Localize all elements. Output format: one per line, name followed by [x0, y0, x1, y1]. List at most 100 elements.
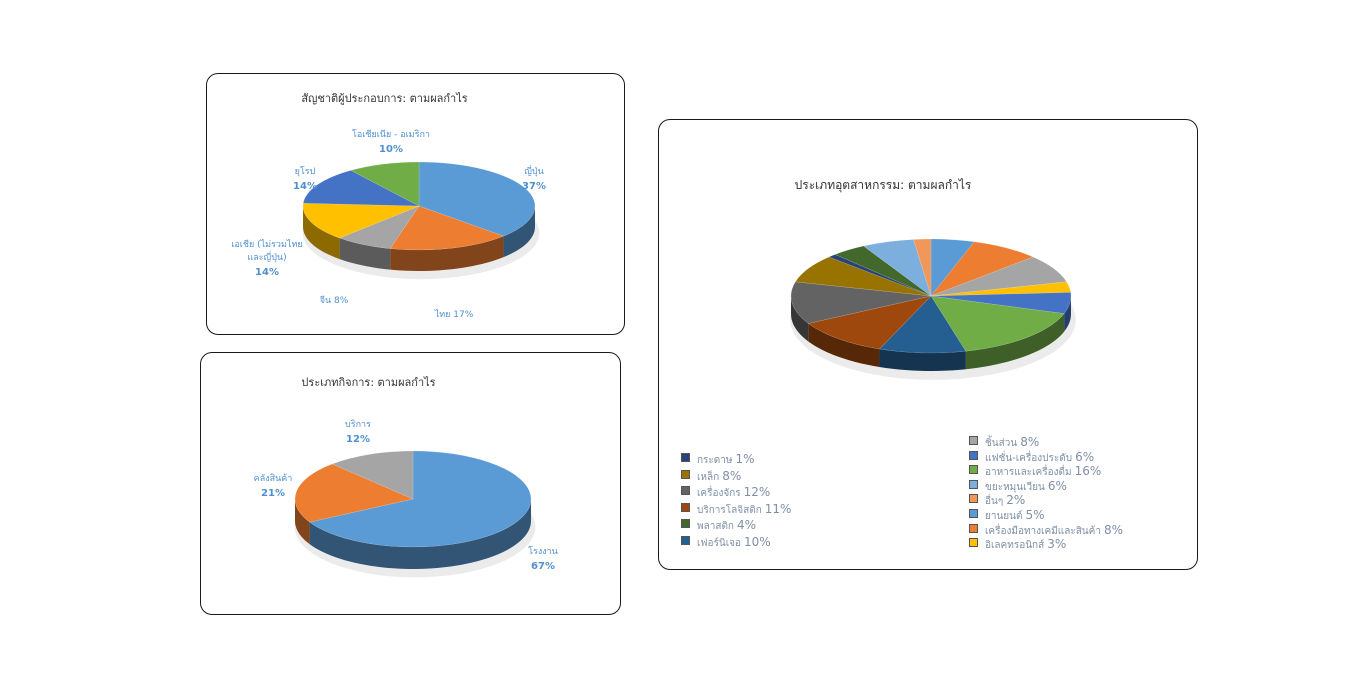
legend-item: ชิ้นส่วน 8%: [969, 435, 1039, 449]
pie-slice-อื่นๆ: [913, 238, 932, 297]
legend-item: เหล็ก 8%: [681, 469, 741, 483]
legend-swatch: [969, 450, 978, 460]
pie-slice-ยานยนต์: [930, 238, 975, 297]
legend-item: ขยะหมุนเวียน 6%: [969, 479, 1067, 493]
legend-label: แฟชั่น-เครื่องประดับ: [985, 452, 1073, 464]
legend-item: เครื่องมือทางเคมีและสินค้า 8%: [969, 523, 1123, 537]
data-label-service: บริการ 12%: [345, 419, 371, 445]
legend-swatch: [681, 502, 690, 512]
chart-panel-business-type: ประเภทกิจการ: ตามผลกำไร โรงงาน 67% คลังสิน…: [200, 352, 621, 615]
pie-slice-พลาสติก: [834, 245, 932, 297]
legend-swatch: [969, 509, 978, 518]
pie-slice-เอเชีย (ไม่รวมไทย และญี่ปุ่น): [302, 202, 420, 239]
legend-value: 16%: [1074, 464, 1102, 479]
legend-value: 3%: [1047, 537, 1067, 552]
legend-item: เฟอร์นิเจอ 10%: [681, 535, 771, 549]
legend-value: 5%: [1025, 508, 1045, 522]
legend-value: 6%: [1075, 449, 1095, 464]
legend-swatch: [681, 486, 690, 495]
legend-value: 10%: [744, 534, 771, 549]
legend-label: ขยะหมุนเวียน: [985, 481, 1045, 493]
pie-side-เครื่องจักร: [791, 296, 809, 342]
legend-label: อิเลคทรอนิกส์: [985, 540, 1045, 552]
pie-chart-nationality: ญี่ปุ่น 37% ไทย 17% จีน 8% เอเชีย (ไม่รวมไทย…: [231, 129, 546, 320]
pie-slice-อิเลคทรอนิกส์: [930, 281, 1072, 297]
pie-slice-อาหารและเครื่องดื่ม: [930, 295, 1065, 352]
legend-label: บริการโลจิสติก: [697, 504, 762, 516]
pie-slice-ขยะหมุนเวียน: [862, 239, 932, 297]
legend-swatch: [681, 453, 690, 462]
pie-slice-บริการ: [331, 450, 414, 500]
data-label-europe: ยุโรป 14%: [293, 166, 317, 192]
chart-panel-industry: ประเภทอุตสาหกรรม: ตามผลกำไร กระดาษ 1% เหล็…: [658, 119, 1198, 570]
legend-label: เหล็ก: [697, 471, 720, 483]
pie-slice-ญี่ปุ่น: [418, 161, 536, 237]
legend-label: ชิ้นส่วน: [985, 438, 1018, 449]
legend-item: เครื่องจักร 12%: [681, 485, 770, 499]
pie-slice-แฟชั่น-เครื่องประดับ: [930, 292, 1072, 314]
chart-panel-nationality: สัญชาติผู้ประกอบการ: ตามผลกำไร ญี่ปุ่น 37…: [206, 73, 625, 335]
legend-swatch: [969, 465, 978, 475]
legend-swatch: [969, 538, 978, 548]
legend-swatch: [681, 469, 690, 479]
legend-swatch: [681, 535, 690, 545]
chart-legend: กระดาษ 1% เหล็ก 8% เครื่องจักร 12% บริการโลจิส…: [659, 120, 1199, 571]
legend-label: ยานยนต์: [985, 511, 1023, 522]
pie-slice-ยุโรป: [302, 170, 420, 207]
data-label-warehouse: คลังสินค้า 21%: [254, 473, 293, 499]
data-label-asia: เอเชีย (ไม่รวมไทยและญี่ปุ่น) 14%: [231, 239, 302, 278]
legend-value: 12%: [743, 485, 771, 499]
legend-value: 6%: [1047, 478, 1067, 493]
legend-value: 8%: [722, 468, 742, 483]
legend-swatch: [969, 479, 978, 489]
legend-swatch: [969, 436, 978, 445]
legend-value: 8%: [1020, 435, 1040, 449]
pie-side-จีน: [339, 238, 391, 270]
legend-label: กระดาษ: [697, 455, 733, 466]
legend-label: อื่นๆ: [985, 496, 1004, 508]
legend-item: อาหารและเครื่องดื่ม 16%: [969, 464, 1101, 478]
pie-slice-จีน: [338, 205, 420, 249]
pie-sides: [791, 296, 1071, 371]
pie-slice-ไทย: [389, 205, 505, 251]
pie-side-ไทย: [390, 236, 504, 271]
pie-side-ญี่ปุ่น: [503, 206, 535, 258]
legend-value: 2%: [1006, 493, 1026, 508]
legend-label: พลาสติก: [697, 521, 734, 532]
legend-label: อาหารและเครื่องดื่ม: [985, 467, 1072, 479]
pie-sides: [303, 206, 535, 271]
pie-side-เฟอร์นิเจอ: [879, 349, 966, 371]
pie-sides: [295, 499, 531, 569]
legend-label: เฟอร์นิเจอ: [697, 537, 741, 549]
pie-side-แฟชั่น-เครื่องประดับ: [1064, 296, 1071, 332]
pie-slice-เครื่องจักร: [790, 281, 932, 324]
pie-slice-เครื่องมือทางเคมีและสินค้า: [930, 241, 1034, 297]
pie-slice-เฟอร์นิเจอ: [878, 295, 967, 354]
chart-title: ประเภทกิจการ: ตามผลกำไร: [301, 376, 436, 389]
chart-title: สัญชาติผู้ประกอบการ: ตามผลกำไร: [301, 92, 468, 105]
legend-value: 4%: [737, 518, 757, 532]
data-label-thai: ไทย 17%: [434, 309, 474, 320]
legend-value: 11%: [764, 501, 792, 516]
pie-slice-กระดาษ: [828, 254, 932, 297]
pie-slice-โรงงาน: [309, 450, 532, 548]
legend-swatch: [969, 494, 978, 504]
pie-chart-business-type: โรงงาน 67% คลังสินค้า 21% บริการ 12%: [254, 419, 558, 578]
legend-value: 1%: [735, 452, 755, 466]
data-label-china: จีน 8%: [320, 295, 349, 306]
pie-slice-ชิ้นส่วน: [930, 256, 1068, 297]
pie-slice-คลังสินค้า: [294, 463, 414, 523]
pie-side-โรงงาน: [309, 499, 531, 569]
pie-slice-โอเชียเนีย - อเมริกา: [350, 161, 420, 207]
legend-item: พลาสติก 4%: [681, 518, 756, 532]
legend-item: แฟชั่น-เครื่องประดับ 6%: [969, 450, 1094, 464]
pie-slice-เหล็ก: [794, 256, 932, 297]
legend-item: กระดาษ 1%: [681, 452, 755, 466]
pie-side-เอเชีย (ไม่รวมไทย และญี่ปุ่น): [303, 206, 340, 260]
legend-item: อื่นๆ 2%: [969, 493, 1025, 507]
legend-swatch: [681, 519, 690, 528]
pie-side-อาหารและเครื่องดื่ม: [965, 313, 1065, 370]
data-label-oceania: โอเชียเนีย - อเมริกา 10%: [352, 129, 430, 155]
pie-side-คลังสินค้า: [295, 499, 310, 545]
legend-item: อิเลคทรอนิกส์ 3%: [969, 537, 1066, 551]
